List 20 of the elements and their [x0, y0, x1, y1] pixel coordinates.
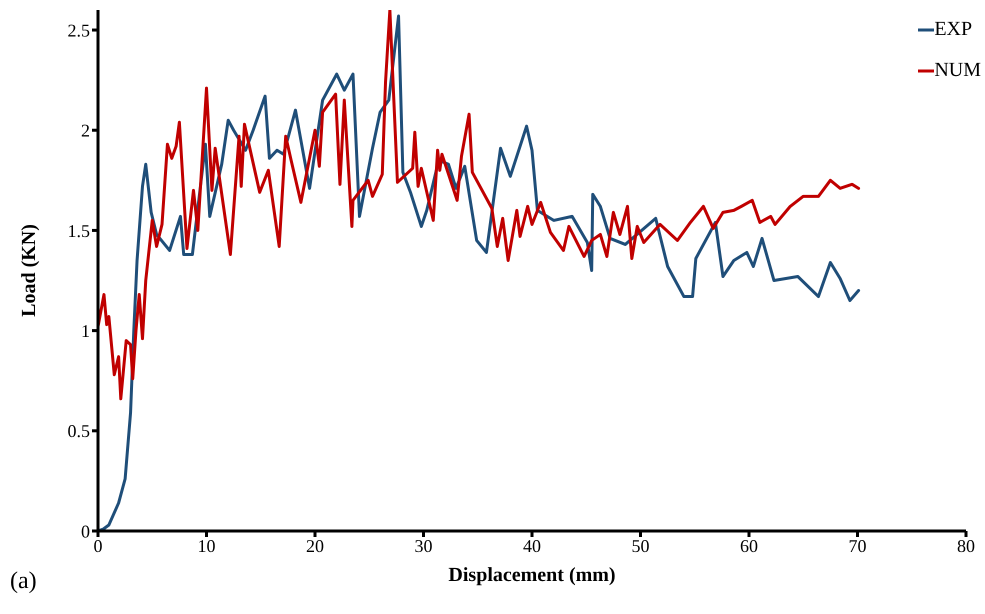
x-tick-label: 0 — [94, 536, 102, 556]
x-axis-title: Displacement (mm) — [448, 564, 616, 586]
x-tick-label: 70 — [848, 536, 866, 556]
y-tick-label: 1 — [81, 321, 90, 342]
y-tick-label: 0 — [81, 521, 90, 542]
y-tick-label: 1.5 — [68, 220, 90, 241]
y-tick-label: 2 — [81, 120, 90, 141]
x-tick-label: 40 — [523, 536, 541, 556]
legend-label: NUM — [934, 59, 981, 82]
y-axis-title: Load (KN) — [18, 224, 40, 317]
y-tick-label: 2.5 — [68, 20, 90, 40]
x-tick-label: 20 — [306, 536, 324, 556]
x-tick-label: 50 — [632, 536, 650, 556]
x-tick-label: 60 — [740, 536, 758, 556]
y-tick-label: 0.5 — [68, 421, 90, 442]
x-tick-label: 80 — [957, 536, 975, 556]
text: (a) — [10, 568, 37, 595]
legend-label: EXP — [934, 18, 972, 41]
x-tick-label: 10 — [198, 536, 216, 556]
x-tick-label: 30 — [414, 536, 432, 556]
